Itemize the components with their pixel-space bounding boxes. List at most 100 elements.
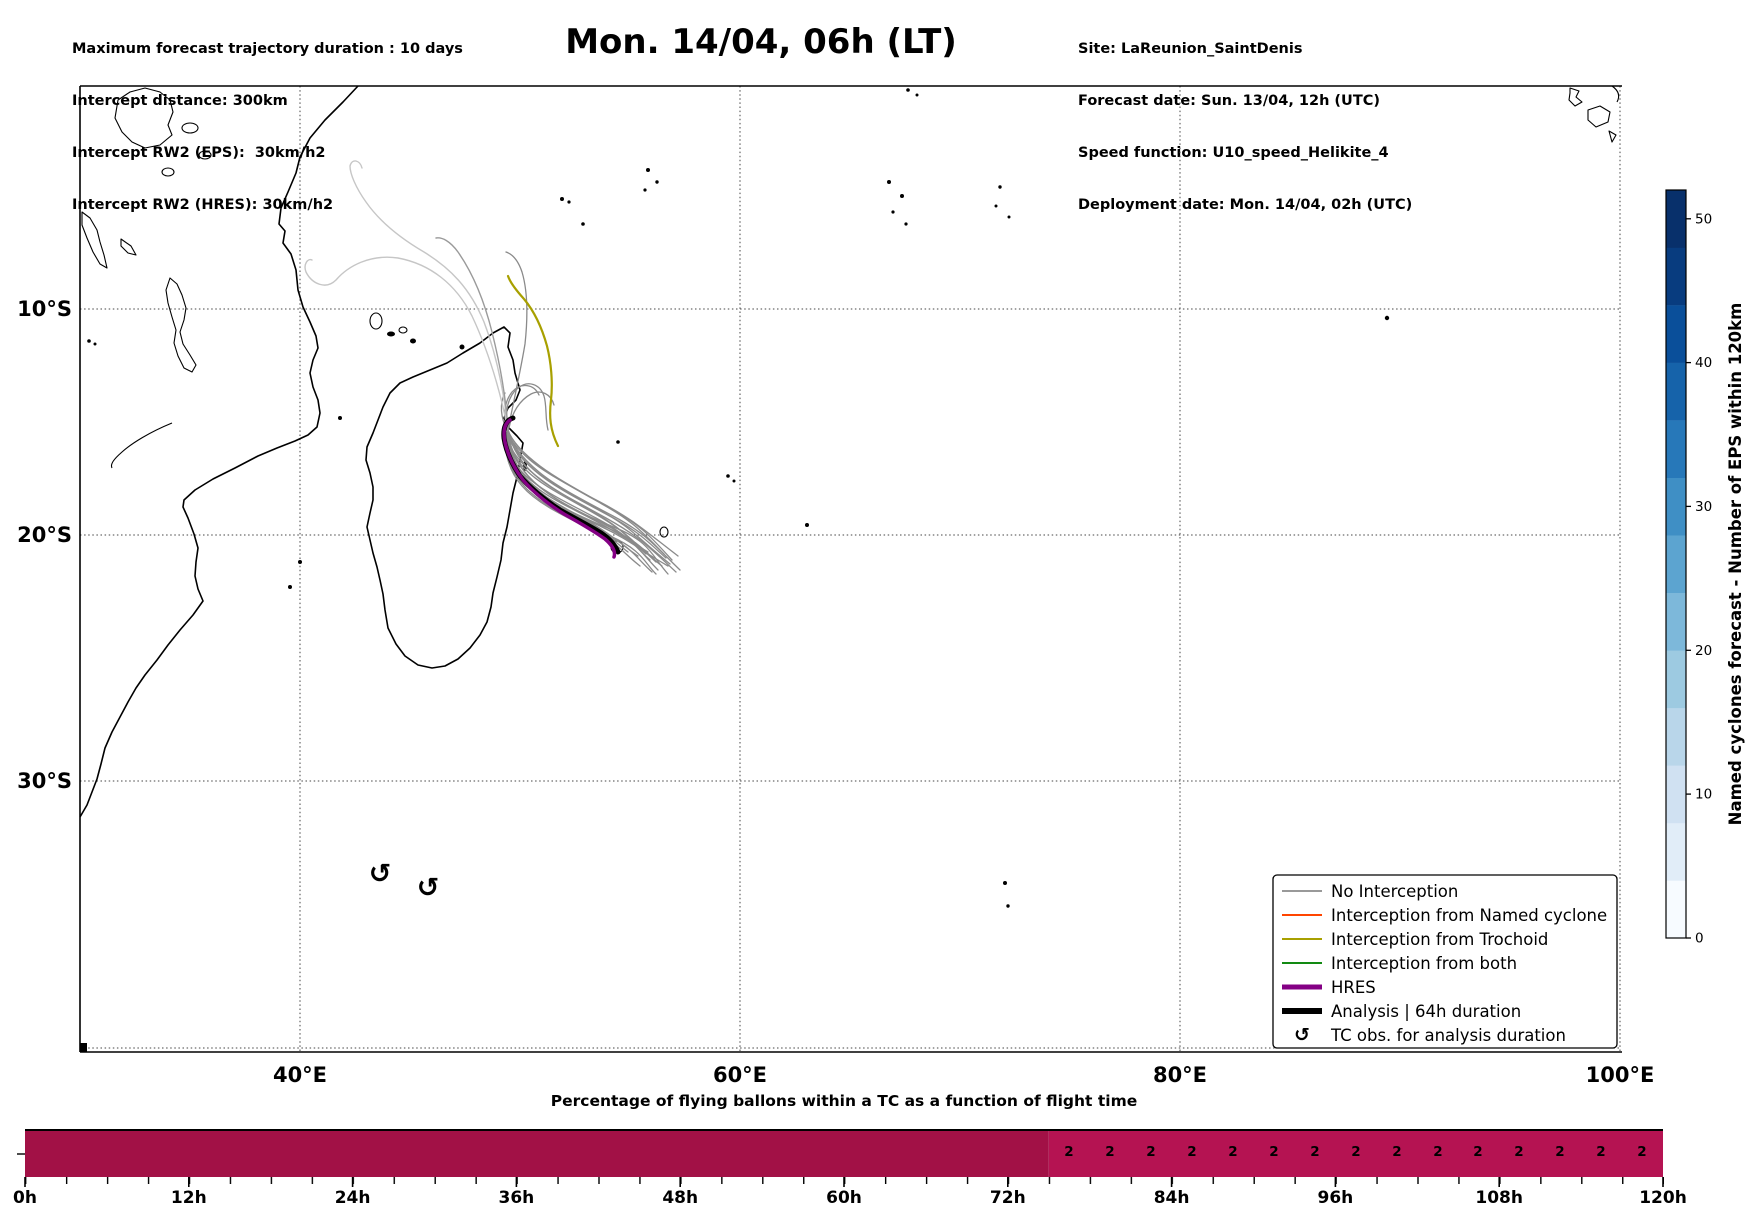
- bar-value: 2: [1514, 1144, 1523, 1160]
- colorbar-tick-10: 10: [1695, 787, 1712, 803]
- colorbar-tick-marks: [1686, 218, 1691, 939]
- trajectory-loop: [505, 383, 549, 431]
- trajectory-stray-short: [505, 251, 528, 431]
- map-axis-labels: 40°E 60°E 80°E 100°E 10°S 20°S 30°S: [17, 297, 1654, 1087]
- legend-label: Interception from Named cyclone: [1331, 906, 1607, 925]
- bottom-axis-labels: 0h 12h 24h 36h 48h 60h 72h 84h 96h 108h …: [13, 1188, 1687, 1208]
- site-line: Site: LaReunion_SaintDenis: [1078, 40, 1303, 57]
- bar-value: 2: [1187, 1144, 1196, 1160]
- colorbar-segment: [1666, 880, 1686, 939]
- small-lake-3: [161, 167, 175, 177]
- colorbar-tick-0: 0: [1695, 931, 1704, 947]
- deployment-date-line: Deployment date: Mon. 14/04, 02h (UTC): [1078, 197, 1413, 214]
- bar-value: 2: [1351, 1144, 1360, 1160]
- colorbar: 0 10 20 30 40 50 Named cyclones forecast…: [1665, 189, 1745, 947]
- bar-value: 2: [1473, 1144, 1482, 1160]
- small-lake-2: [198, 150, 212, 160]
- bottom-bar-chart: Percentage of flying ballons within a TC…: [13, 1092, 1687, 1208]
- legend-label: Interception from both: [1331, 954, 1517, 973]
- madagascar-coastline: [365, 326, 524, 669]
- xtick-0h: 0h: [13, 1188, 37, 1208]
- colorbar-segment: [1666, 535, 1686, 593]
- legend-label: Interception from Trochoid: [1331, 930, 1548, 949]
- legend-label: No Interception: [1331, 882, 1458, 901]
- zambezi-river: [110, 422, 173, 469]
- xtick-108h: 108h: [1475, 1188, 1523, 1208]
- colorbar-segment: [1666, 822, 1686, 881]
- trajectory-loop: [508, 391, 555, 429]
- colorbar-segment: [1666, 305, 1686, 363]
- tc-cyclone-icon: ↺: [369, 859, 392, 890]
- colorbar-segment: [1666, 190, 1686, 248]
- map-panel: ↺ ↺ 40°E 60°E 80°E 100°E 10°S 20°S 30°S …: [17, 85, 1654, 1087]
- legend-box: [1272, 874, 1618, 1049]
- bottom-chart-title: Percentage of flying ballons within a TC…: [551, 1092, 1138, 1110]
- ytick-20s: 20°S: [17, 523, 72, 547]
- xtick-40e: 40°E: [273, 1063, 327, 1087]
- corner-coast-fragment: [80, 1043, 87, 1052]
- bar-value: 2: [1228, 1144, 1237, 1160]
- colorbar-segment: [1666, 707, 1686, 766]
- colorbar-outline: [1665, 189, 1687, 939]
- bar-value: 2: [1433, 1144, 1442, 1160]
- max-duration-line: Maximum forecast trajectory duration : 1…: [72, 40, 463, 57]
- intercept-rw2-hres-line: Intercept RW2 (HRES): 30km/h2: [72, 197, 334, 214]
- xtick-12h: 12h: [171, 1188, 207, 1208]
- africa-coastline: [79, 85, 359, 818]
- xtick-48h: 48h: [662, 1188, 698, 1208]
- top-right-island-fragments: [1568, 85, 1620, 143]
- xtick-36h: 36h: [499, 1188, 535, 1208]
- ytick-30s: 30°S: [17, 769, 72, 793]
- trajectory-line: [507, 429, 679, 557]
- trajectory-stray-north: [349, 160, 509, 431]
- legend-label: TC obs. for analysis duration: [1330, 1026, 1566, 1045]
- lake-tanganyika: [81, 211, 108, 269]
- site-info-block: Site: LaReunion_SaintDenis Forecast date…: [1078, 6, 1412, 232]
- forecast-date-line: Forecast date: Sun. 13/04, 12h (UTC): [1078, 93, 1380, 110]
- trajectory-line: [507, 429, 669, 575]
- bar-value: 2: [1310, 1144, 1319, 1160]
- colorbar-segment: [1666, 650, 1686, 709]
- bar-value: 2: [1637, 1144, 1646, 1160]
- page-title: Mon. 14/04, 06h (LT): [565, 22, 957, 62]
- colorbar-segment: [1666, 765, 1686, 824]
- colorbar-segment: [1666, 362, 1686, 421]
- xtick-72h: 72h: [990, 1188, 1026, 1208]
- coastlines: [79, 85, 1620, 1052]
- xtick-120h: 120h: [1639, 1188, 1687, 1208]
- bar-value: 2: [1392, 1144, 1401, 1160]
- trajectory-line: [507, 429, 677, 573]
- bar-value: 2: [1596, 1144, 1605, 1160]
- trajectory-stray-northwest: [304, 256, 509, 431]
- tc-cyclone-icon: ↺: [417, 873, 440, 904]
- xtick-96h: 96h: [1318, 1188, 1354, 1208]
- tc-percentage-band-late: [1048, 1130, 1663, 1177]
- trajectory-line: [506, 429, 639, 557]
- lake-victoria: [114, 87, 174, 149]
- trajectory-trochoid: [506, 274, 560, 448]
- small-lake-1: [181, 122, 199, 134]
- bar-value: 2: [1555, 1144, 1564, 1160]
- colorbar-segment: [1666, 477, 1686, 536]
- bar-value-labels: 2 2 2 2 2 2 2 2 2 2 2 2 2 2 2: [1064, 1144, 1646, 1160]
- colorbar-segment: [1666, 247, 1686, 306]
- colorbar-tick-50: 50: [1695, 211, 1712, 227]
- xtick-60e: 60°E: [713, 1063, 767, 1087]
- colorbar-axis-label: Named cyclones forecast - Number of EPS …: [1726, 303, 1745, 826]
- bar-value: 2: [1064, 1144, 1073, 1160]
- island-grande-comore: [369, 312, 383, 330]
- xtick-24h: 24h: [335, 1188, 371, 1208]
- island-mayotte: [410, 338, 416, 344]
- legend-label: HRES: [1331, 978, 1376, 997]
- ytick-10s: 10°S: [17, 297, 72, 321]
- island-mauritius: [659, 526, 669, 538]
- island-moheli: [387, 331, 395, 337]
- trajectory-ensemble: [304, 160, 681, 575]
- island-nosy-be: [459, 344, 465, 350]
- colorbar-tick-30: 30: [1695, 499, 1712, 515]
- bar-value: 2: [1105, 1144, 1114, 1160]
- scattered-island-dots: [87, 88, 1390, 908]
- trajectory-line: [505, 429, 641, 567]
- bar-value: 2: [1146, 1144, 1155, 1160]
